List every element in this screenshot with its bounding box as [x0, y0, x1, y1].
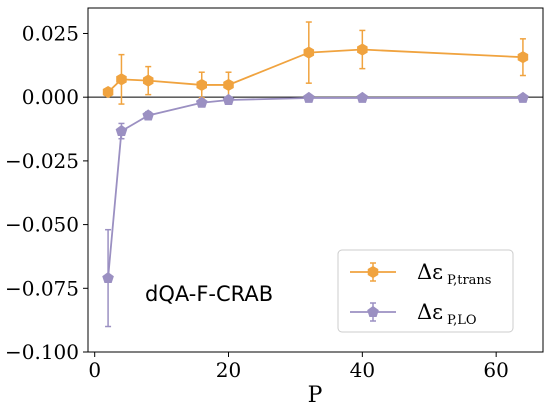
data-point	[102, 271, 114, 284]
x-tick-label: 0	[88, 358, 101, 382]
x-tick-label: 20	[216, 358, 241, 382]
y-tick-label: −0.025	[5, 149, 79, 173]
data-point	[517, 51, 529, 64]
data-point	[142, 109, 155, 121]
legend: Δε P,trans Δε P,LO	[337, 249, 514, 333]
data-point	[223, 78, 234, 92]
legend-label: Δε	[417, 300, 443, 324]
data-point	[517, 91, 529, 103]
plot-frame	[87, 7, 544, 353]
data-point	[142, 74, 154, 87]
legend-marker	[367, 305, 379, 317]
data-point	[102, 86, 114, 99]
legend-marker	[367, 265, 379, 279]
data-point	[222, 93, 235, 105]
y-tick-label: −0.100	[5, 340, 79, 364]
data-point	[303, 46, 315, 59]
x-axis-label: P	[308, 383, 323, 408]
data-point	[115, 124, 128, 137]
data-point	[116, 73, 127, 86]
y-tick-label: −0.075	[5, 276, 79, 300]
legend-label: Δε	[417, 260, 443, 284]
y-tick-label: 0.000	[22, 85, 79, 109]
data-point	[196, 78, 208, 92]
legend-label-subscript: P,trans	[447, 273, 491, 288]
data-point	[357, 43, 368, 56]
data-point	[302, 91, 315, 103]
legend-label-subscript: P,LO	[447, 313, 477, 328]
x-tick-label: 40	[350, 358, 375, 382]
tick-group: 0 20 40 60 0.025 0.000 −0.025 −0.050 −0.075 −0.10…	[5, 21, 509, 382]
data-point	[195, 96, 208, 108]
series-1	[102, 21, 529, 105]
series-group	[102, 21, 529, 328]
annotation-label: dQA-F-CRAB	[145, 282, 273, 306]
y-tick-label: 0.025	[22, 21, 79, 45]
y-tick-label: −0.050	[5, 213, 79, 237]
series-2	[102, 91, 529, 328]
x-tick-label: 60	[483, 358, 508, 382]
data-point	[356, 91, 369, 103]
